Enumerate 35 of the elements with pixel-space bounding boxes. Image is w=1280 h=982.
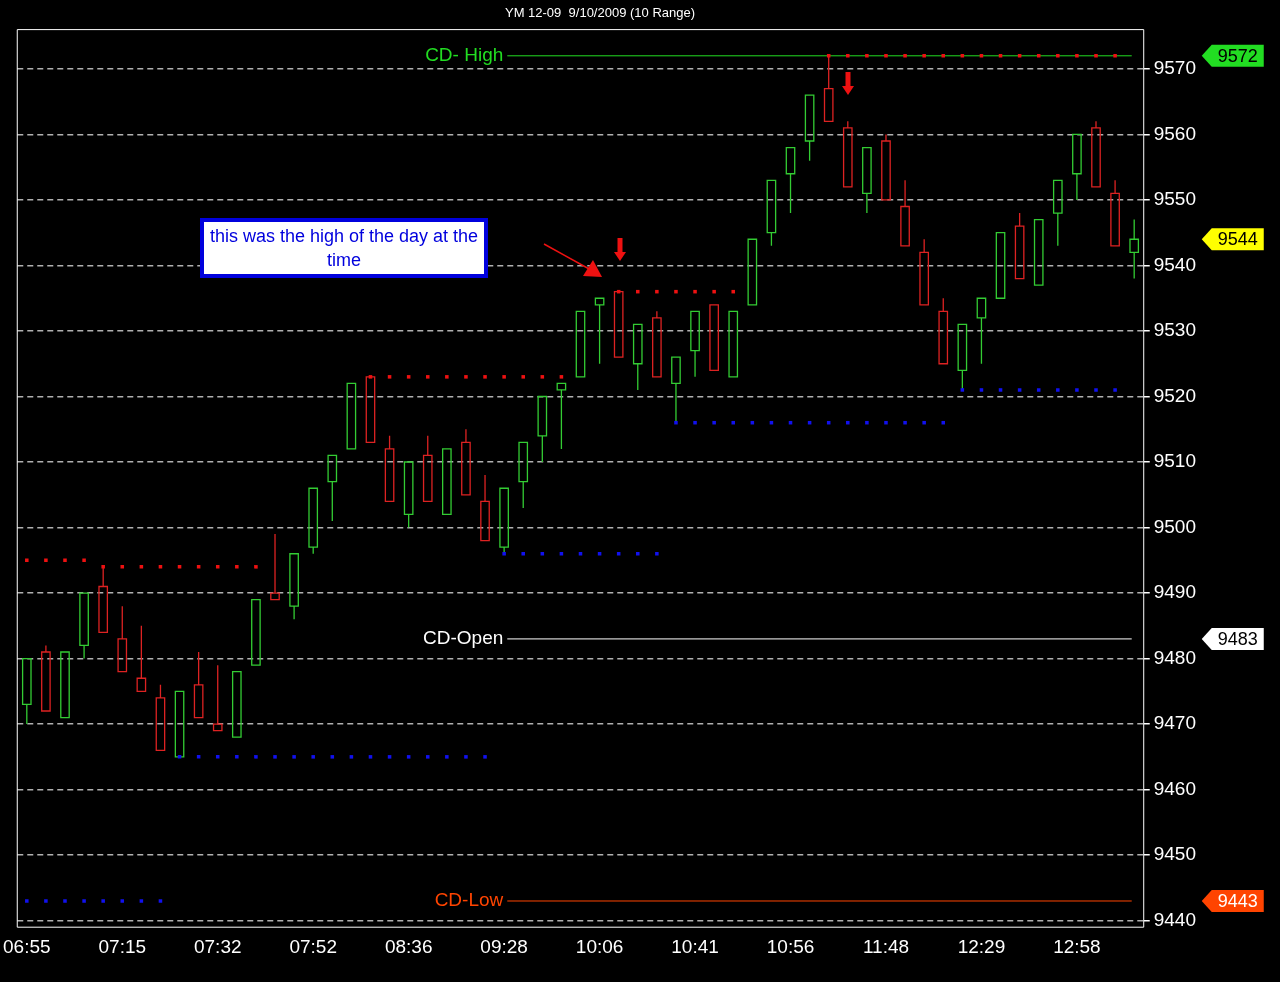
ref-line-label: CD- High	[425, 44, 504, 66]
x-tick-label: 12:29	[957, 935, 1006, 957]
x-tick-label: 12:58	[1053, 935, 1101, 957]
y-tick-label: 9510	[1153, 450, 1197, 472]
y-tick-label: 9480	[1153, 646, 1197, 668]
y-tick-label: 9540	[1153, 253, 1197, 275]
x-tick-label: 07:32	[193, 935, 242, 957]
x-tick-label: 07:15	[98, 935, 147, 957]
text: 9483	[1217, 628, 1258, 649]
annotation: this was the high of the day at the time	[200, 218, 488, 278]
y-tick-label: 9530	[1153, 319, 1197, 341]
y-tick-label: 9500	[1153, 515, 1197, 537]
y-tick-label: 9450	[1153, 843, 1197, 865]
text: 9544	[1217, 229, 1258, 250]
x-tick-label: 10:06	[575, 935, 624, 957]
y-tick-label: 9460	[1153, 777, 1197, 799]
y-tick-label: 9490	[1153, 581, 1197, 603]
x-tick-label: 06:55	[3, 935, 51, 957]
text: 9572	[1217, 45, 1258, 66]
y-tick-label: 9560	[1153, 122, 1197, 144]
x-tick-label: 10:41	[671, 935, 719, 957]
text: 9443	[1217, 890, 1258, 911]
y-tick-label: 9520	[1153, 384, 1197, 406]
x-tick-label: 11:48	[862, 935, 910, 957]
y-tick-label: 9550	[1153, 188, 1197, 210]
x-tick-label: 08:36	[384, 935, 433, 957]
ref-line-label: CD-Low	[434, 889, 504, 911]
y-tick-label: 9470	[1153, 712, 1197, 734]
y-tick-label: 9570	[1153, 57, 1197, 79]
ref-line-label: CD-Open	[423, 627, 504, 649]
x-tick-label: 07:52	[289, 935, 337, 957]
x-tick-label: 10:56	[766, 935, 815, 957]
chart-title: YM 12-09 9/10/2009 (10 Range)	[504, 5, 696, 21]
y-tick-label: 9440	[1153, 908, 1197, 930]
x-tick-label: 09:28	[480, 935, 528, 957]
